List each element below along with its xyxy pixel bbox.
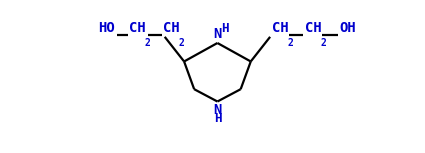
Text: 2: 2	[144, 38, 150, 48]
Text: N: N	[213, 103, 221, 117]
Text: CH: CH	[163, 21, 180, 35]
Text: OH: OH	[340, 21, 357, 35]
Text: 2: 2	[287, 38, 293, 48]
Text: H: H	[214, 112, 221, 125]
Text: H: H	[221, 22, 229, 35]
Text: 2: 2	[320, 38, 326, 48]
Text: CH: CH	[305, 21, 322, 35]
Text: N: N	[213, 27, 221, 41]
Text: CH: CH	[129, 21, 146, 35]
Text: HO: HO	[98, 21, 115, 35]
Text: 2: 2	[178, 38, 184, 48]
Text: CH: CH	[272, 21, 289, 35]
